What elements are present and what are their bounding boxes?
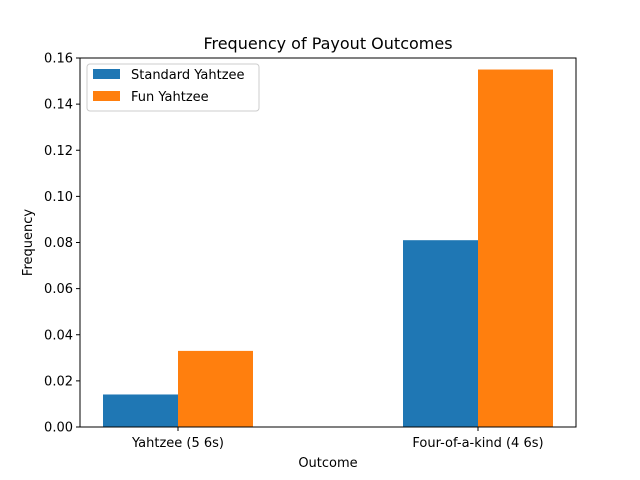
legend-swatch [93, 69, 120, 79]
x-axis-label: Outcome [298, 456, 357, 471]
legend: Standard Yahtzee Fun Yahtzee [86, 63, 260, 112]
legend-frame [86, 63, 260, 112]
y-axis-label: Frequency [21, 209, 36, 276]
y-tick-label: 0.04 [44, 328, 73, 343]
legend-swatch [93, 91, 120, 101]
legend-label: Fun Yahtzee [131, 90, 209, 105]
chart-title: Frequency of Payout Outcomes [203, 34, 452, 53]
bar-fun-0 [178, 350, 253, 427]
y-tick-label: 0.14 [44, 98, 73, 113]
y-tick-label: 0.02 [44, 374, 73, 389]
bar-standard-1 [403, 240, 478, 427]
bars [103, 69, 553, 427]
x-tick-label: Yahtzee (5 6s) [131, 436, 224, 451]
x-tick-label: Four-of-a-kind (4 6s) [412, 436, 543, 451]
y-tick-label: 0.00 [44, 421, 73, 436]
y-tick-label: 0.12 [44, 144, 73, 159]
y-tick-label: 0.16 [44, 52, 73, 67]
y-tick-label: 0.06 [44, 282, 73, 297]
y-axis-ticks: 0.00 0.02 0.04 0.06 0.08 0.10 0.12 0.14 0.16 [44, 52, 80, 436]
legend-label: Standard Yahtzee [131, 68, 245, 83]
bar-standard-0 [103, 394, 178, 427]
plot-frame [79, 57, 577, 428]
bar-fun-1 [478, 69, 553, 427]
y-tick-label: 0.08 [44, 236, 73, 251]
y-tick-label: 0.10 [44, 190, 73, 205]
x-axis-ticks: Yahtzee (5 6s) Four-of-a-kind (4 6s) [131, 427, 544, 451]
